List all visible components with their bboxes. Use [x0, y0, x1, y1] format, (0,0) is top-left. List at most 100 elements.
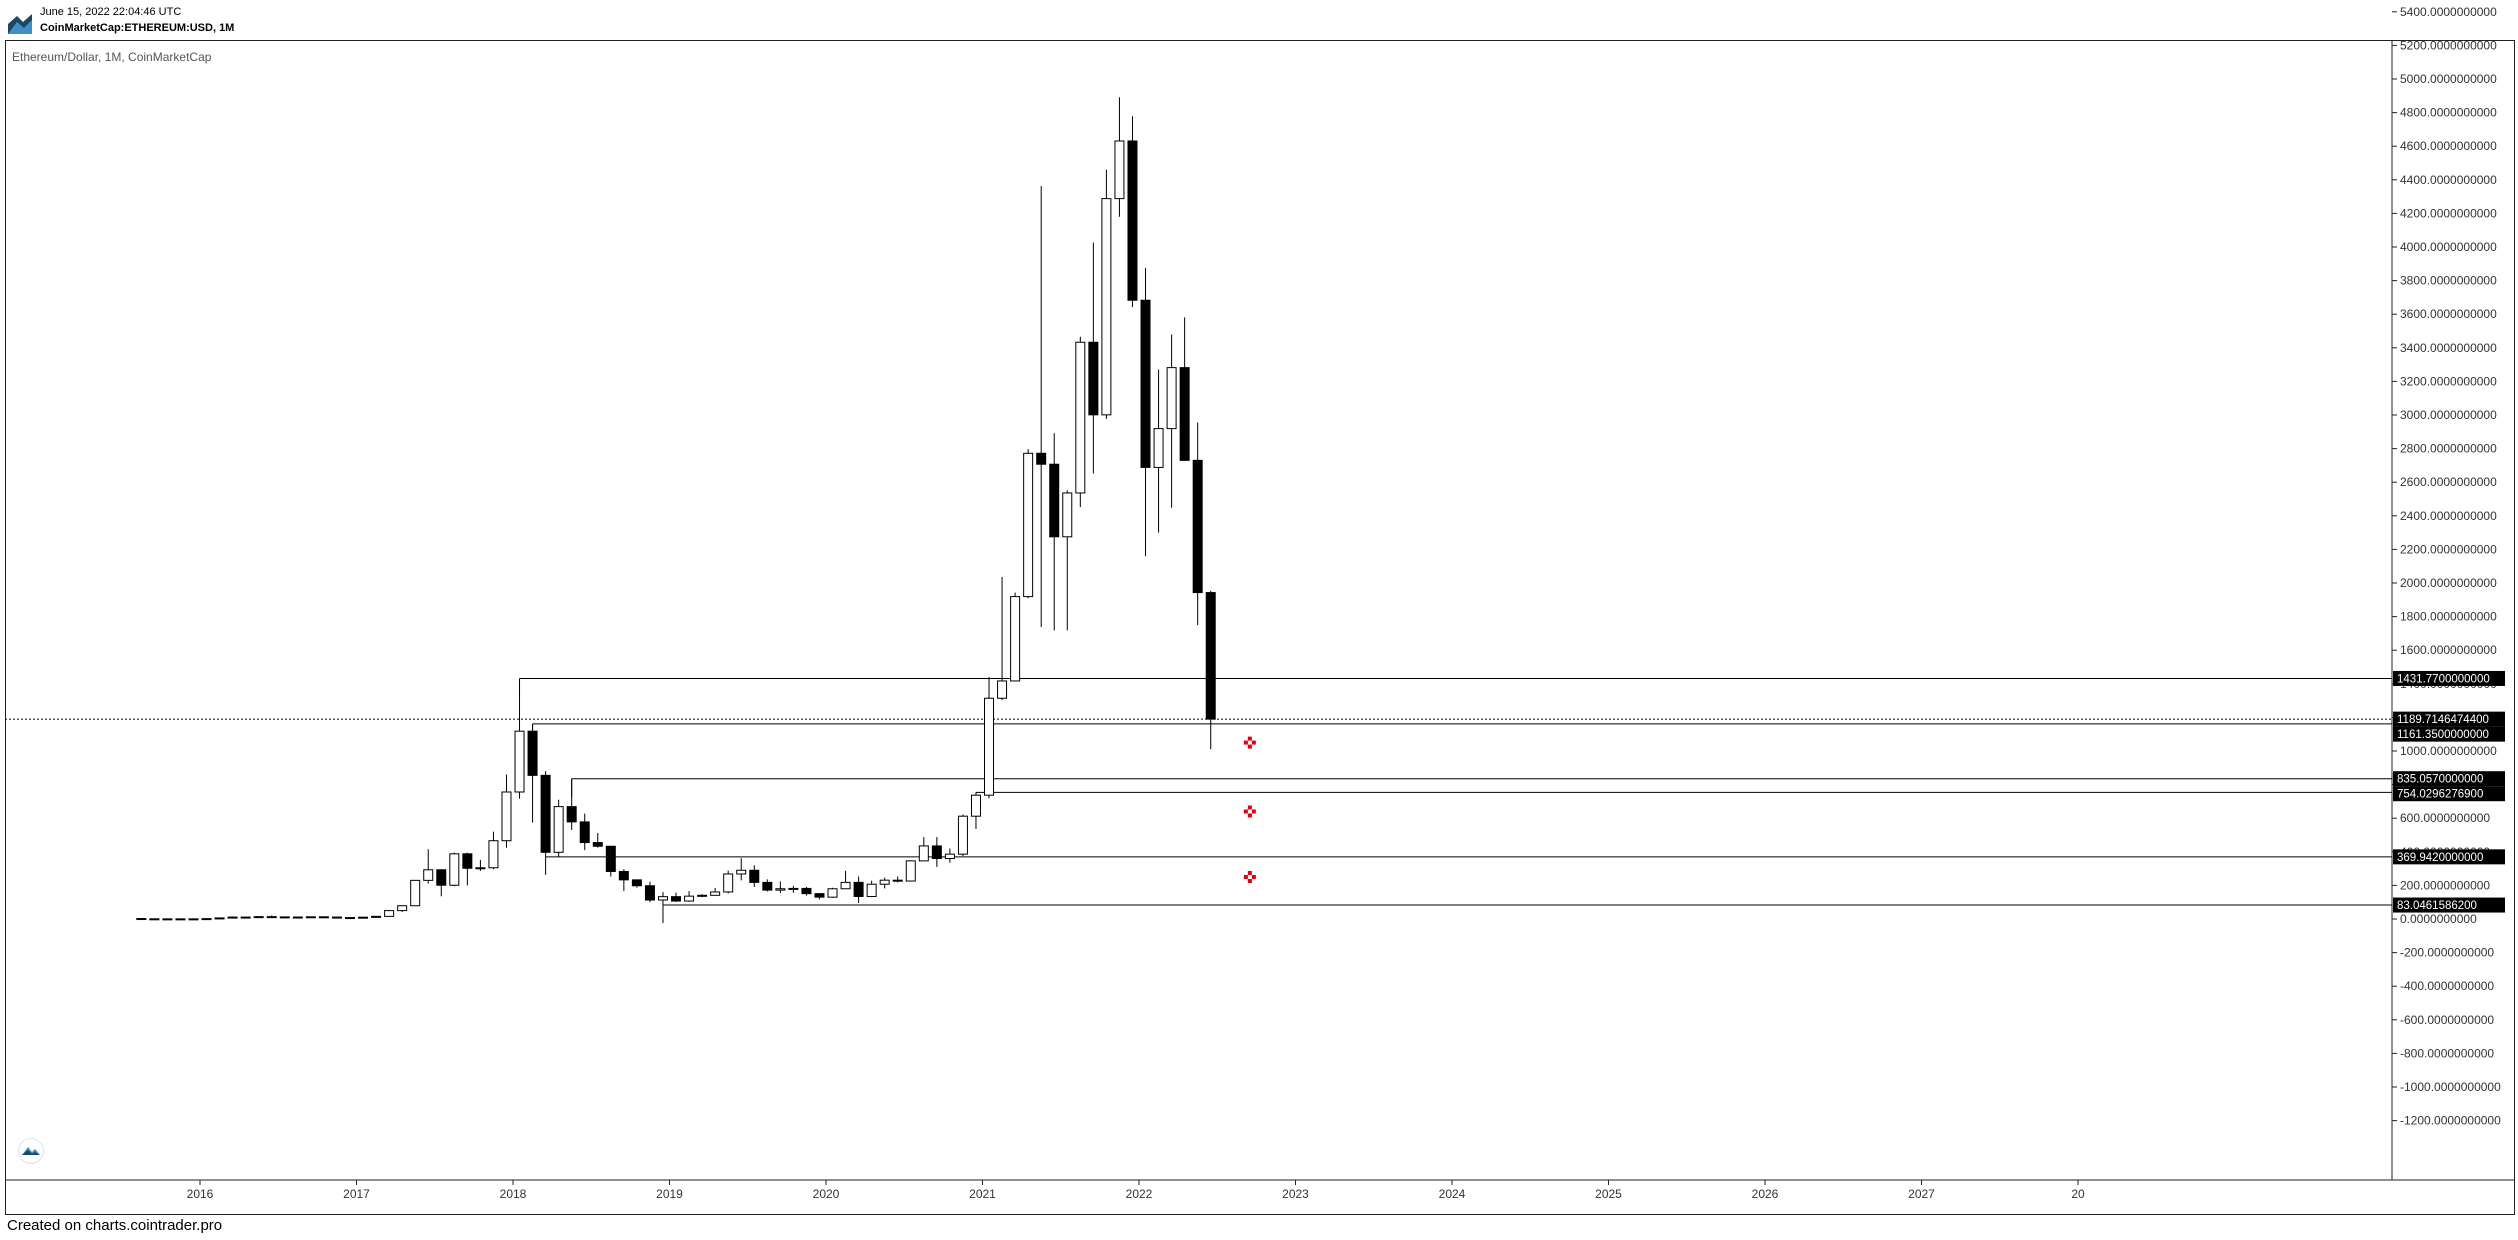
candle-up[interactable] — [684, 895, 695, 902]
candle-up[interactable] — [397, 905, 408, 912]
candle-down[interactable] — [1140, 299, 1151, 468]
y-tick-label: -1000.0000000000 — [2400, 1080, 2501, 1094]
candle-down[interactable] — [814, 893, 825, 898]
x-tick-label: 2022 — [1126, 1187, 1153, 1201]
candle-down[interactable] — [462, 853, 473, 869]
candle-up[interactable] — [984, 697, 995, 796]
candle-down[interactable] — [579, 821, 590, 844]
candle-up[interactable] — [1101, 198, 1112, 416]
candle-up[interactable] — [501, 791, 512, 842]
price-badge-label: 83.0461586200 — [2397, 900, 2477, 912]
candle-up[interactable] — [514, 730, 525, 793]
candle-up[interactable] — [866, 883, 877, 897]
candle-up[interactable] — [957, 815, 968, 855]
candle-up[interactable] — [358, 916, 369, 919]
candle-down[interactable] — [292, 916, 303, 919]
candle-up[interactable] — [423, 869, 434, 881]
candle-up[interactable] — [449, 853, 460, 886]
candle-down[interactable] — [1036, 452, 1047, 465]
candle-up[interactable] — [1166, 367, 1177, 430]
candle-up[interactable] — [201, 918, 212, 921]
candle-up[interactable] — [1114, 140, 1125, 200]
candle-up[interactable] — [905, 860, 916, 882]
candle-up[interactable] — [1023, 452, 1034, 598]
y-tick-label: 2600.0000000000 — [2400, 475, 2497, 489]
chart-frame[interactable] — [5, 40, 2515, 1215]
chart-header: June 15, 2022 22:04:46 UTC CoinMarketCap… — [0, 0, 2518, 40]
candle-down[interactable] — [853, 881, 864, 897]
candle-up[interactable] — [827, 888, 838, 898]
candle-up[interactable] — [736, 869, 747, 875]
candle-down[interactable] — [540, 774, 551, 853]
candle-up[interactable] — [997, 680, 1008, 699]
candle-down[interactable] — [1127, 140, 1138, 301]
candle-down[interactable] — [892, 879, 903, 882]
candle-down[interactable] — [931, 845, 942, 860]
candle-up[interactable] — [944, 853, 955, 860]
candle-down[interactable] — [749, 869, 760, 883]
price-badge — [2393, 711, 2505, 727]
candle-down[interactable] — [240, 916, 251, 919]
candle-up[interactable] — [1062, 492, 1073, 538]
candle-down[interactable] — [631, 879, 642, 887]
y-tick-label: 2000.0000000000 — [2400, 576, 2497, 590]
candle-up[interactable] — [840, 881, 851, 890]
candle-up[interactable] — [1153, 428, 1164, 468]
candle-up[interactable] — [410, 879, 421, 907]
candle-down[interactable] — [527, 730, 538, 776]
y-tick-label: 5400.0000000000 — [2400, 5, 2497, 19]
candle-up[interactable] — [1075, 341, 1086, 494]
candle-down[interactable] — [136, 918, 147, 921]
candle-down[interactable] — [1049, 463, 1060, 538]
chart-title: Ethereum/Dollar, 1M, CoinMarketCap — [12, 50, 212, 64]
candle-down[interactable] — [1205, 592, 1216, 720]
candle-up[interactable] — [710, 891, 721, 896]
candle-up[interactable] — [918, 845, 929, 862]
candle-up[interactable] — [788, 887, 799, 890]
candle-up[interactable] — [553, 806, 564, 853]
candle-down[interactable] — [279, 916, 290, 919]
candle-down[interactable] — [592, 842, 603, 847]
candle-up[interactable] — [657, 896, 668, 901]
y-tick-label: 600.0000000000 — [2400, 811, 2490, 825]
candle-up[interactable] — [475, 867, 486, 870]
candle-down[interactable] — [1088, 341, 1099, 416]
candle-up[interactable] — [384, 910, 395, 917]
candle-up[interactable] — [1010, 596, 1021, 682]
candle-down[interactable] — [318, 916, 329, 919]
candle-down[interactable] — [762, 881, 773, 891]
candle-down[interactable] — [344, 917, 355, 920]
candle-up[interactable] — [697, 894, 708, 897]
candle-up[interactable] — [214, 917, 225, 920]
candle-up[interactable] — [371, 915, 382, 918]
candle-up[interactable] — [970, 794, 981, 817]
candle-up[interactable] — [775, 888, 786, 891]
candle-down[interactable] — [1192, 459, 1203, 594]
candle-down[interactable] — [605, 845, 616, 872]
candle-up[interactable] — [879, 879, 890, 885]
y-tick-label: 2400.0000000000 — [2400, 509, 2497, 523]
price-badge — [2393, 897, 2505, 913]
candle-up[interactable] — [723, 873, 734, 893]
candle-down[interactable] — [149, 918, 160, 921]
candle-down[interactable] — [801, 887, 812, 895]
candle-down[interactable] — [566, 806, 577, 823]
candle-down[interactable] — [436, 869, 447, 886]
candle-up[interactable] — [227, 916, 238, 919]
candle-down[interactable] — [1179, 367, 1190, 461]
candle-up[interactable] — [188, 918, 199, 921]
candle-up[interactable] — [305, 916, 316, 919]
candle-down[interactable] — [644, 885, 655, 901]
symbol-label: CoinMarketCap:ETHEREUM:USD, 1M — [40, 22, 235, 34]
candle-up[interactable] — [162, 918, 173, 921]
candle-up[interactable] — [253, 916, 264, 919]
candle-up[interactable] — [488, 840, 499, 869]
candle-up[interactable] — [175, 918, 186, 921]
candle-down[interactable] — [266, 916, 277, 919]
target-marker-dot — [1251, 809, 1256, 814]
candle-down[interactable] — [331, 916, 342, 919]
candle-down[interactable] — [671, 896, 682, 902]
candle-down[interactable] — [618, 870, 629, 881]
y-tick-label: -400.0000000000 — [2400, 979, 2494, 993]
